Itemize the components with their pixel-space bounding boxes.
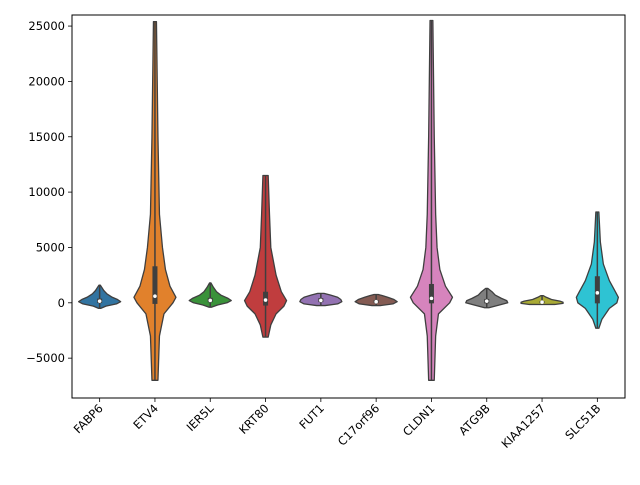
violin-etv4	[133, 20, 177, 381]
violin-iqr-box	[428, 283, 434, 304]
violin-krt80	[243, 174, 288, 338]
violin-fut1	[299, 292, 343, 307]
y-tick-label: 5000	[36, 240, 65, 254]
y-axis: −5000 0 5000 10000 15000 20000 25000	[26, 19, 72, 365]
y-tick-label: 20000	[28, 74, 65, 88]
violin-median	[319, 298, 323, 303]
violin-median	[540, 300, 544, 304]
violin-series	[77, 19, 620, 381]
x-tick-label: CLDN1	[400, 401, 438, 439]
x-axis: FABP6 ETV4 IER5L KRT80 FUT1 C17orf96 CLDN1 ATG9…	[71, 398, 604, 451]
x-tick-label: C17orf96	[335, 401, 382, 448]
violin-median	[484, 299, 489, 303]
x-tick-label: KRT80	[236, 401, 272, 437]
violin-cldn1	[409, 19, 454, 381]
violin-median	[429, 296, 434, 301]
violin-c17orf96	[354, 293, 398, 307]
plot-area	[72, 15, 625, 398]
y-tick-label: −5000	[26, 351, 65, 365]
y-tick-label: 25000	[28, 19, 65, 33]
x-tick-label: ETV4	[130, 401, 161, 432]
violin-median	[374, 299, 378, 304]
violin-median	[263, 298, 268, 302]
y-tick-label: 15000	[28, 130, 65, 144]
x-tick-label: FABP6	[71, 401, 106, 436]
violin-median	[208, 298, 213, 303]
violin-iqr-box	[152, 266, 158, 304]
y-tick-label: 0	[58, 296, 65, 310]
violin-fabp6	[77, 284, 122, 309]
x-tick-label: KIAA1257	[498, 401, 548, 451]
violin-slc51b	[575, 211, 620, 329]
violin-iqr-box	[594, 276, 600, 304]
violin-median	[595, 291, 600, 295]
x-tick-label: SLC51B	[562, 401, 603, 442]
x-tick-label: ATG9B	[456, 401, 493, 438]
violin-ier5l	[188, 282, 232, 308]
x-tick-label: FUT1	[296, 401, 327, 432]
y-tick-label: 10000	[28, 185, 65, 199]
violin-median	[97, 299, 102, 303]
violin-atg9b	[465, 287, 509, 309]
x-tick-label: IER5L	[184, 401, 217, 434]
violin-kiaa1257	[520, 294, 564, 306]
violin-median	[153, 294, 157, 298]
plot-frame	[71, 14, 626, 399]
